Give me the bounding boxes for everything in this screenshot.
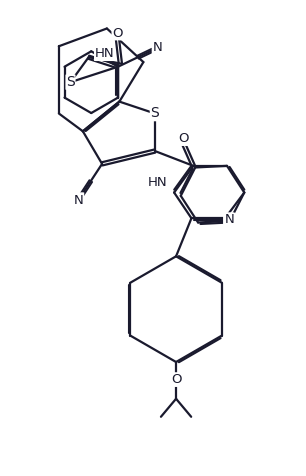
- Text: O: O: [112, 27, 123, 40]
- Text: N: N: [225, 213, 234, 226]
- Text: O: O: [178, 132, 189, 145]
- Text: HN: HN: [95, 48, 114, 60]
- Text: N: N: [224, 213, 233, 226]
- Text: S: S: [66, 75, 75, 89]
- Text: S: S: [151, 107, 159, 120]
- Text: O: O: [171, 373, 181, 386]
- Text: O: O: [178, 132, 189, 145]
- Text: O: O: [171, 373, 181, 386]
- Text: HN: HN: [148, 176, 168, 189]
- Text: S: S: [151, 107, 159, 120]
- Text: N: N: [73, 194, 83, 207]
- Text: N: N: [74, 193, 84, 206]
- Text: N: N: [152, 41, 162, 54]
- Text: HN: HN: [148, 176, 168, 189]
